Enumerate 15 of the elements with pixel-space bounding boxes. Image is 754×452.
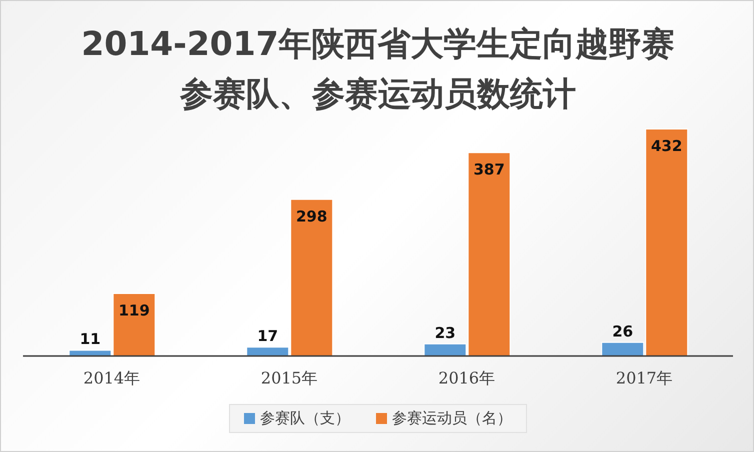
data-label: 11 [80, 330, 101, 348]
x-tick-label: 2017年 [616, 368, 673, 388]
data-label: 26 [612, 322, 634, 340]
data-label: 432 [650, 137, 682, 155]
x-tick-label: 2014年 [83, 368, 140, 388]
legend-label: 参赛队（支） [260, 409, 350, 428]
data-label: 387 [473, 160, 505, 179]
data-label: 119 [118, 301, 150, 320]
x-tick-label: 2015年 [260, 368, 318, 388]
chart-title: 2014-2017年陕西省大学生定向越野赛参赛队、参赛运动员数统计 [80, 23, 676, 115]
x-tick-label: 2016年 [438, 368, 496, 388]
data-label: 298 [296, 207, 328, 226]
data-label: 23 [434, 324, 456, 342]
data-label: 17 [257, 327, 278, 346]
text: 参赛运动员（名） [392, 409, 512, 428]
